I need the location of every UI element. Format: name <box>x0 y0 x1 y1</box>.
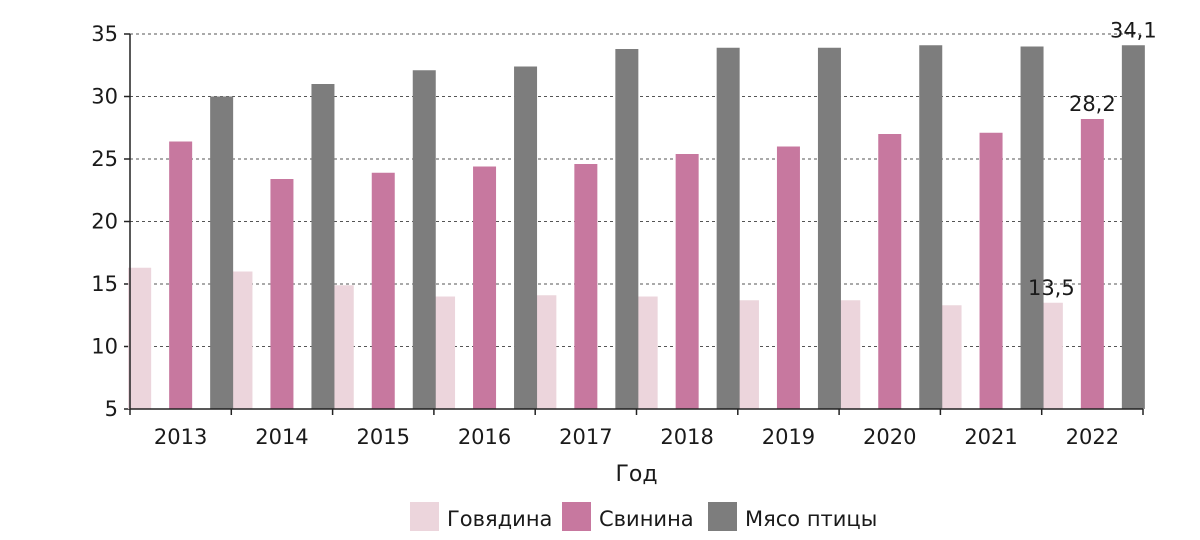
bar-beef <box>938 305 962 409</box>
x-tick-label: 2017 <box>559 425 612 449</box>
bar-pork <box>473 166 497 409</box>
y-tick-label: 10 <box>91 335 118 359</box>
bar-poultry <box>514 66 538 409</box>
bar-pork <box>979 132 1003 409</box>
bar-pork <box>776 146 800 409</box>
legend-label: Говядина <box>447 507 552 531</box>
y-tick-label: 20 <box>91 210 118 234</box>
bar-pork <box>1080 119 1104 409</box>
data-label: 13,5 <box>1028 276 1075 300</box>
y-tick-label: 5 <box>105 397 118 421</box>
legend-label: Свинина <box>599 507 694 531</box>
y-tick-label: 30 <box>91 85 118 109</box>
bar-pork <box>270 179 294 409</box>
data-label: 34,1 <box>1110 18 1157 42</box>
bar-beef <box>432 296 456 409</box>
x-tick-label: 2020 <box>863 425 916 449</box>
bar-poultry <box>919 45 943 409</box>
y-tick-label: 25 <box>91 147 118 171</box>
bar-poultry <box>1020 46 1044 409</box>
bar-poultry <box>716 47 740 409</box>
x-tick-label: 2021 <box>964 425 1017 449</box>
bar-pork <box>675 154 699 409</box>
bar-pork <box>169 141 193 409</box>
x-tick-label: 2014 <box>255 425 308 449</box>
bar-poultry <box>615 49 639 409</box>
data-label: 28,2 <box>1069 92 1116 116</box>
bar-beef <box>735 300 759 409</box>
legend-label: Мясо птицы <box>745 507 877 531</box>
y-tick-label: 35 <box>91 22 118 46</box>
bar-poultry <box>311 84 335 409</box>
x-axis-title: Год <box>615 462 657 487</box>
x-tick-label: 2016 <box>458 425 511 449</box>
bar-pork <box>574 164 598 409</box>
legend-swatch <box>708 502 737 531</box>
x-tick-label: 2022 <box>1066 425 1119 449</box>
bar-poultry <box>1121 45 1145 409</box>
bar-beef <box>128 267 152 409</box>
x-tick-label: 2013 <box>154 425 207 449</box>
bar-beef <box>533 295 557 409</box>
legend-swatch <box>410 502 439 531</box>
bar-beef <box>634 296 658 409</box>
bar-poultry <box>412 70 436 409</box>
x-tick-label: 2018 <box>660 425 713 449</box>
x-tick-label: 2019 <box>762 425 815 449</box>
bar-beef <box>330 285 354 409</box>
bar-beef <box>837 300 861 409</box>
bar-poultry <box>210 96 234 409</box>
y-tick-label: 15 <box>91 272 118 296</box>
bar-beef <box>1039 302 1063 409</box>
bar-poultry <box>817 47 841 409</box>
legend-swatch <box>562 502 591 531</box>
bar-beef <box>229 271 253 409</box>
bar-pork <box>878 134 902 409</box>
x-tick-label: 2015 <box>357 425 410 449</box>
bar-pork <box>371 172 395 409</box>
